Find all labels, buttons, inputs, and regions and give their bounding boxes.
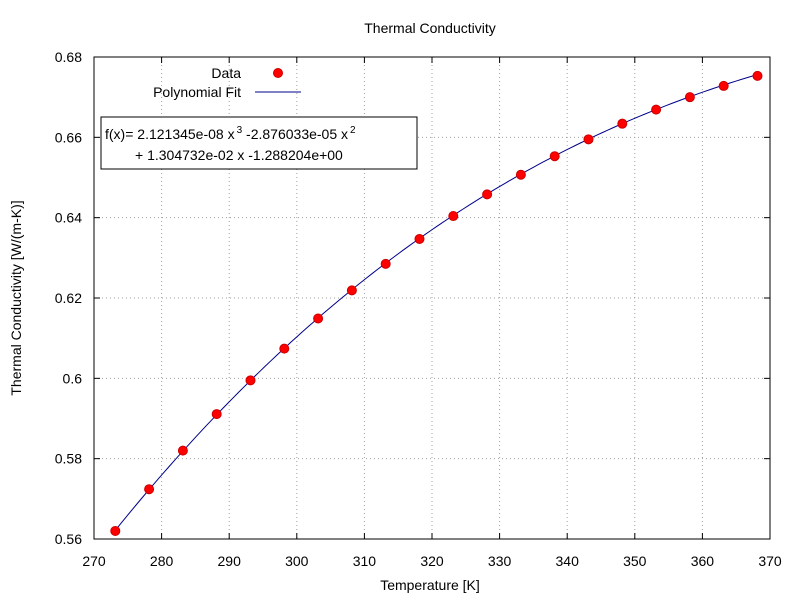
x-tick-label: 290: [218, 553, 242, 569]
equation-box: [100, 116, 418, 170]
x-tick-label: 370: [758, 553, 782, 569]
x-tick-label: 320: [420, 553, 444, 569]
data-point: [380, 258, 391, 269]
data-point: [718, 80, 729, 91]
y-tick-label: 0.68: [55, 49, 82, 65]
equation-line-2: + 1.304732e-02 x -1.288204e+00: [135, 147, 343, 163]
data-point: [617, 118, 628, 129]
data-point: [211, 409, 222, 420]
legend-marker-data: [273, 68, 283, 78]
data-point: [752, 70, 763, 81]
data-point: [482, 189, 493, 200]
data-point: [279, 343, 290, 354]
x-tick-label: 360: [691, 553, 715, 569]
polynomial-fit-series: [114, 74, 758, 531]
data-point: [245, 375, 256, 386]
data-point: [515, 169, 526, 180]
data-point: [448, 211, 459, 222]
data-series: [110, 70, 763, 536]
data-point: [651, 104, 662, 115]
x-tick-label: 340: [556, 553, 580, 569]
legend-label-fit: Polynomial Fit: [153, 84, 241, 100]
x-tick-label: 300: [285, 553, 309, 569]
data-point: [144, 484, 155, 495]
y-tick-label: 0.64: [55, 210, 82, 226]
legend-label-data: Data: [211, 65, 241, 81]
data-point: [414, 233, 425, 244]
y-axis-ticks: 0.56 0.58 0.6 0.62 0.64 0.66 0.68: [55, 49, 770, 547]
x-tick-label: 330: [488, 553, 512, 569]
data-point: [684, 92, 695, 103]
y-tick-label: 0.6: [63, 370, 83, 386]
data-point: [110, 525, 121, 536]
data-point: [313, 313, 324, 324]
y-tick-label: 0.62: [55, 290, 82, 306]
plot-frame: [93, 56, 771, 540]
fit-curve: [114, 74, 758, 531]
x-axis-label: Temperature [K]: [380, 577, 480, 593]
data-point: [549, 151, 560, 162]
y-tick-label: 0.56: [55, 531, 82, 547]
x-tick-label: 350: [623, 553, 647, 569]
x-tick-label: 270: [82, 553, 106, 569]
x-tick-label: 280: [150, 553, 174, 569]
y-axis-label: Thermal Conductivity [W/(m-K)]: [8, 200, 24, 395]
data-point: [583, 134, 594, 145]
legend: Data Polynomial Fit: [153, 65, 301, 100]
data-point: [177, 445, 188, 456]
y-tick-label: 0.66: [55, 129, 82, 145]
data-point: [346, 285, 357, 296]
y-tick-label: 0.58: [55, 451, 82, 467]
x-axis-ticks: 270 280 290 300 310 320 330 340 350 360 370: [82, 57, 782, 569]
chart-title: Thermal Conductivity: [364, 20, 496, 36]
x-tick-label: 310: [353, 553, 377, 569]
